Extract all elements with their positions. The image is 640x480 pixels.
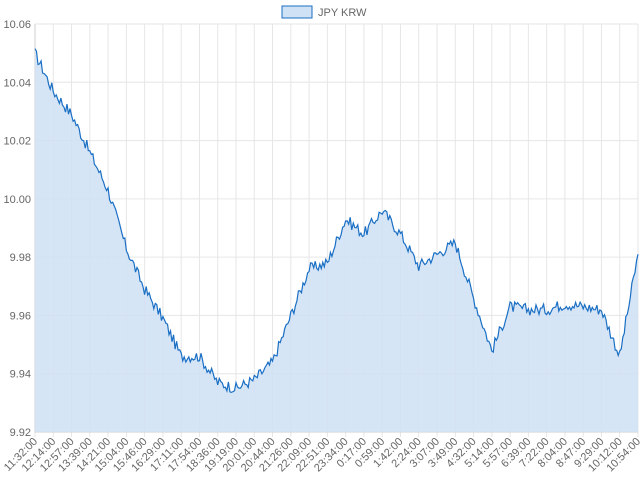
y-tick-label: 9.94 [10,369,31,381]
y-axis-tick-labels: 10.06 10.04 10.02 10.00 9.98 9.96 9.94 9.92 [3,19,31,439]
series-line [34,48,639,394]
y-tick-label: 9.92 [10,427,31,439]
y-tick-label: 10.02 [3,136,31,148]
legend-swatch [281,5,313,19]
y-tick-label: 9.98 [10,252,31,264]
y-tick-label: 10.06 [3,19,31,31]
legend[interactable]: JPY KRW [281,5,367,19]
y-tick-label: 10.04 [3,77,31,89]
x-axis-tick-labels: 11:32:0012:14:0012:57:0013:39:0014:21:00… [2,436,640,475]
y-tick-label: 9.96 [10,310,31,322]
y-tick-label: 10.00 [3,194,31,206]
legend-label: JPY KRW [318,7,367,19]
series-area [34,48,639,432]
